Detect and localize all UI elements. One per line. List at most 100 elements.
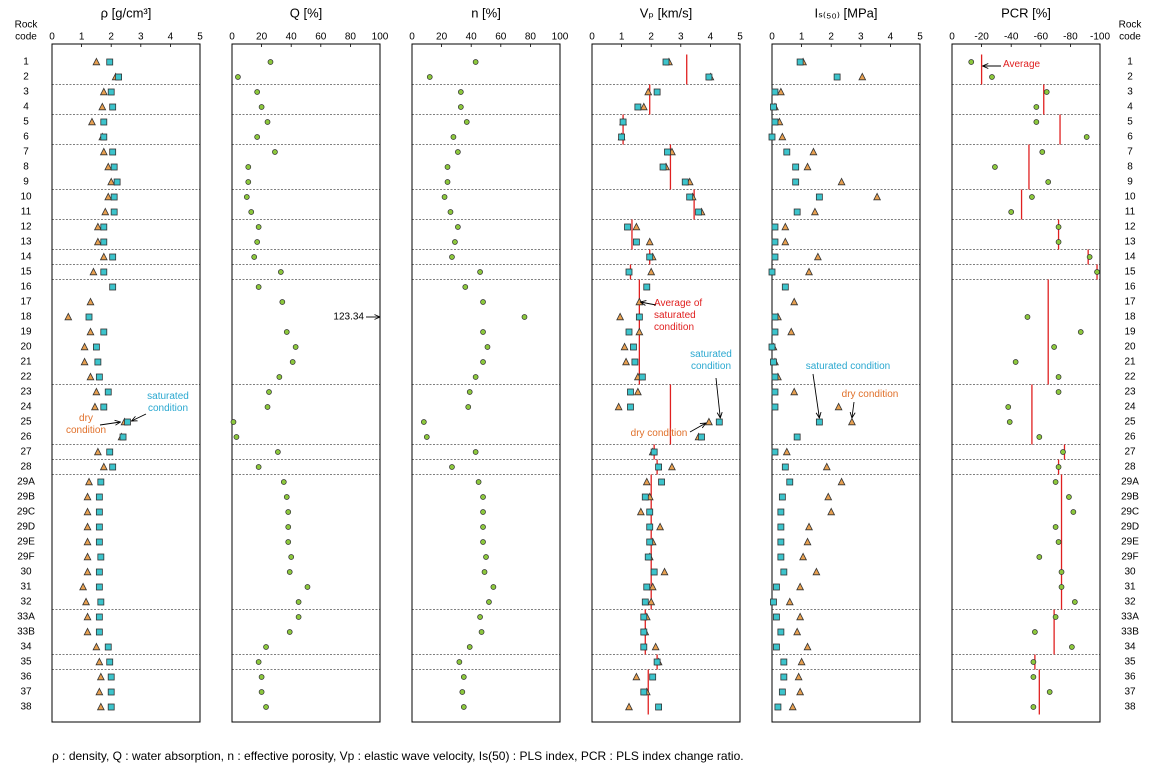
x-tick-label: 100 — [372, 32, 389, 43]
triangle-marker — [95, 657, 104, 666]
circle-marker — [444, 179, 451, 185]
circle-marker — [286, 569, 293, 575]
triangle-marker — [80, 357, 89, 366]
circle-marker — [263, 644, 269, 650]
circle-marker — [245, 164, 252, 170]
row-label: 29B — [17, 492, 35, 503]
square-marker — [771, 313, 779, 321]
x-tick-label: 4 — [708, 32, 714, 43]
square-marker — [793, 433, 801, 441]
row-label: 32 — [20, 597, 32, 608]
square-marker — [627, 403, 634, 411]
row-label: 36 — [1124, 672, 1136, 683]
triangle-marker — [790, 387, 799, 396]
square-marker — [94, 358, 102, 366]
circle-marker — [295, 599, 302, 605]
triangle-marker — [822, 462, 831, 471]
circle-marker — [459, 689, 466, 695]
square-marker — [771, 223, 779, 231]
square-marker — [115, 73, 122, 81]
square-marker — [627, 388, 634, 396]
square-marker — [815, 193, 823, 201]
triangle-marker — [86, 297, 95, 306]
circle-marker — [465, 404, 472, 410]
triangle-marker — [858, 72, 867, 81]
panel-title: ρ [g/cm³] — [101, 5, 152, 20]
triangle-marker — [704, 417, 713, 426]
triangle-marker — [781, 222, 790, 231]
square-marker — [792, 163, 800, 171]
circle-marker — [267, 59, 274, 65]
square-marker — [705, 73, 713, 81]
square-marker — [780, 658, 788, 666]
circle-marker — [1032, 629, 1038, 635]
triangle-marker — [793, 627, 802, 636]
square-marker — [97, 553, 105, 561]
square-marker — [771, 118, 779, 126]
square-marker — [695, 208, 702, 216]
triangle-marker — [632, 222, 641, 231]
row-label: 18 — [1124, 312, 1136, 323]
annotation-box: dry condition — [66, 413, 106, 436]
circle-marker — [452, 239, 458, 245]
triangle-marker — [837, 177, 846, 186]
row-label: 9 — [23, 177, 29, 188]
square-marker — [770, 103, 777, 111]
square-marker — [768, 343, 776, 351]
row-label: 1 — [1127, 57, 1133, 68]
square-marker — [625, 328, 633, 336]
annotation: Average of saturated condition — [654, 298, 703, 333]
annotation-arrow — [131, 413, 147, 421]
circle-marker — [1030, 674, 1037, 680]
annotation-box: saturated condition — [805, 361, 891, 372]
triangle-marker — [83, 627, 92, 636]
circle-marker — [292, 344, 299, 350]
triangle-marker — [93, 222, 102, 231]
row-label: 16 — [20, 282, 32, 293]
circle-marker — [462, 284, 469, 290]
square-marker — [773, 613, 780, 621]
row-label: 37 — [1124, 687, 1136, 698]
circle-marker — [285, 539, 292, 545]
triangle-marker — [101, 207, 110, 216]
row-label: 21 — [20, 357, 32, 368]
row-label: 21 — [1124, 357, 1136, 368]
triangle-marker — [95, 687, 104, 696]
circle-marker — [304, 584, 311, 590]
triangle-marker — [639, 102, 648, 111]
row-label: 4 — [1127, 102, 1133, 113]
triangle-marker — [93, 447, 102, 456]
circle-marker — [478, 629, 485, 635]
annotation: saturated condition — [805, 361, 891, 372]
triangle-marker — [89, 267, 98, 276]
circle-marker — [1006, 419, 1013, 425]
square-marker — [100, 238, 108, 246]
triangle-marker — [837, 477, 846, 486]
annotation-arrow — [99, 422, 121, 425]
x-tick-label: 20 — [256, 32, 268, 43]
row-label: 31 — [1124, 582, 1136, 593]
square-marker — [771, 328, 779, 336]
square-marker — [109, 253, 117, 261]
triangle-marker — [632, 672, 641, 681]
square-marker — [634, 103, 642, 111]
triangle-marker — [104, 162, 113, 171]
circle-marker — [258, 689, 265, 695]
x-tick-label: 5 — [737, 32, 743, 43]
square-marker — [778, 688, 786, 696]
circle-marker — [266, 389, 272, 395]
circle-marker — [447, 209, 454, 215]
off-scale-label: 123.34 — [333, 312, 364, 323]
square-marker — [110, 193, 118, 201]
square-marker — [646, 538, 654, 546]
x-tick-label: 5 — [197, 32, 203, 43]
circle-marker — [255, 659, 262, 665]
circle-marker — [1055, 389, 1062, 395]
circle-marker — [472, 449, 479, 455]
circle-marker — [230, 419, 237, 425]
circle-marker — [1046, 689, 1053, 695]
row-header: Rock — [15, 20, 39, 31]
square-marker — [771, 373, 779, 381]
annotation-arrow — [715, 377, 720, 418]
x-tick-label: 2 — [108, 32, 114, 43]
